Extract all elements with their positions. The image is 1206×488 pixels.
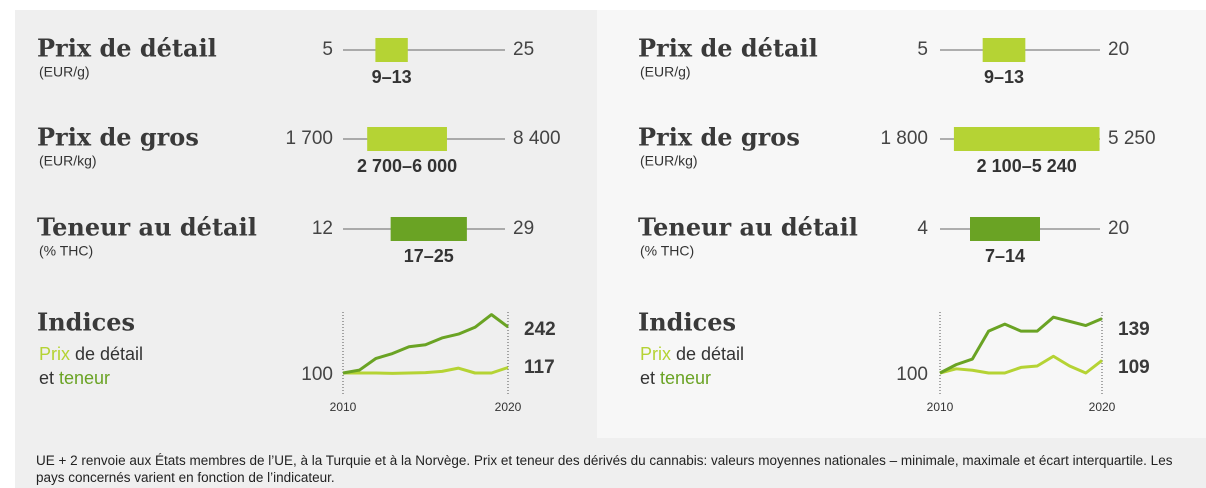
legend-price: Prix (39, 344, 70, 364)
iqr-label: 9–13 (372, 67, 412, 87)
legend-price: Prix (640, 344, 671, 364)
range-max: 20 (1108, 218, 1129, 239)
end-label: 109 (1118, 357, 1150, 378)
x-tick-label: 2010 (330, 400, 357, 414)
base-label: 100 (896, 364, 928, 385)
iqr-label: 2 700–6 000 (357, 156, 457, 176)
x-tick-label: 2020 (495, 400, 522, 414)
row-unit: (% THC) (640, 243, 694, 259)
legend-text: et (39, 368, 59, 388)
row-unit: (EUR/g) (640, 64, 691, 80)
range-min: 1 700 (285, 128, 333, 149)
range-min: 5 (917, 39, 928, 60)
iqr-label: 7–14 (985, 246, 1025, 266)
iqr-label: 2 100–5 240 (977, 156, 1077, 176)
indices-title: Indices (37, 308, 135, 337)
iqr-box (953, 127, 1100, 151)
end-label: 139 (1118, 319, 1150, 340)
index-line (343, 366, 509, 375)
left-panel (15, 10, 597, 438)
right-panel (597, 10, 1206, 438)
range-max: 20 (1108, 39, 1129, 60)
index-line (939, 354, 1103, 375)
legend-text: et (640, 368, 660, 388)
end-label: 242 (524, 319, 556, 340)
legend-text: de détail (671, 344, 744, 364)
row-title: Prix de gros (37, 123, 199, 152)
iqr-box (970, 217, 1040, 241)
iqr-box (367, 127, 447, 151)
range-min: 12 (312, 218, 333, 239)
row-title: Prix de gros (638, 123, 800, 152)
footnote: UE + 2 renvoie aux États membres de l’UE… (36, 453, 1173, 485)
range-max: 8 400 (513, 128, 561, 149)
iqr-box (982, 38, 1026, 62)
x-tick-label: 2020 (1089, 400, 1116, 414)
legend-line1: Prix de détail (39, 344, 143, 364)
range-max: 29 (513, 218, 534, 239)
indices-title: Indices (638, 308, 736, 337)
row-title: Prix de détail (37, 34, 217, 63)
legend-line2: et teneur (39, 368, 110, 388)
legend-content: teneur (59, 368, 110, 388)
end-label: 117 (524, 357, 555, 378)
range-max: 25 (513, 39, 534, 60)
footer-bg (15, 438, 1206, 488)
x-tick-label: 2010 (927, 400, 954, 414)
range-min: 5 (322, 39, 333, 60)
row-unit: (% THC) (39, 243, 93, 259)
index-line (342, 313, 509, 375)
iqr-label: 17–25 (404, 246, 454, 266)
legend-line2: et teneur (640, 368, 711, 388)
iqr-label: 9–13 (984, 67, 1024, 87)
iqr-box (375, 38, 408, 62)
legend-text: de détail (70, 344, 143, 364)
legend-content: teneur (660, 368, 711, 388)
row-unit: (EUR/kg) (640, 153, 698, 169)
row-unit: (EUR/kg) (39, 153, 97, 169)
row-title: Prix de détail (638, 34, 818, 63)
range-max: 5 250 (1108, 128, 1156, 149)
row-title: Teneur au détail (638, 213, 858, 242)
legend-line1: Prix de détail (640, 344, 744, 364)
range-min: 1 800 (880, 128, 928, 149)
iqr-box (390, 217, 467, 241)
range-min: 4 (917, 218, 928, 239)
row-unit: (EUR/g) (39, 64, 90, 80)
row-title: Teneur au détail (37, 213, 257, 242)
base-label: 100 (301, 364, 333, 385)
index-line (939, 315, 1103, 375)
